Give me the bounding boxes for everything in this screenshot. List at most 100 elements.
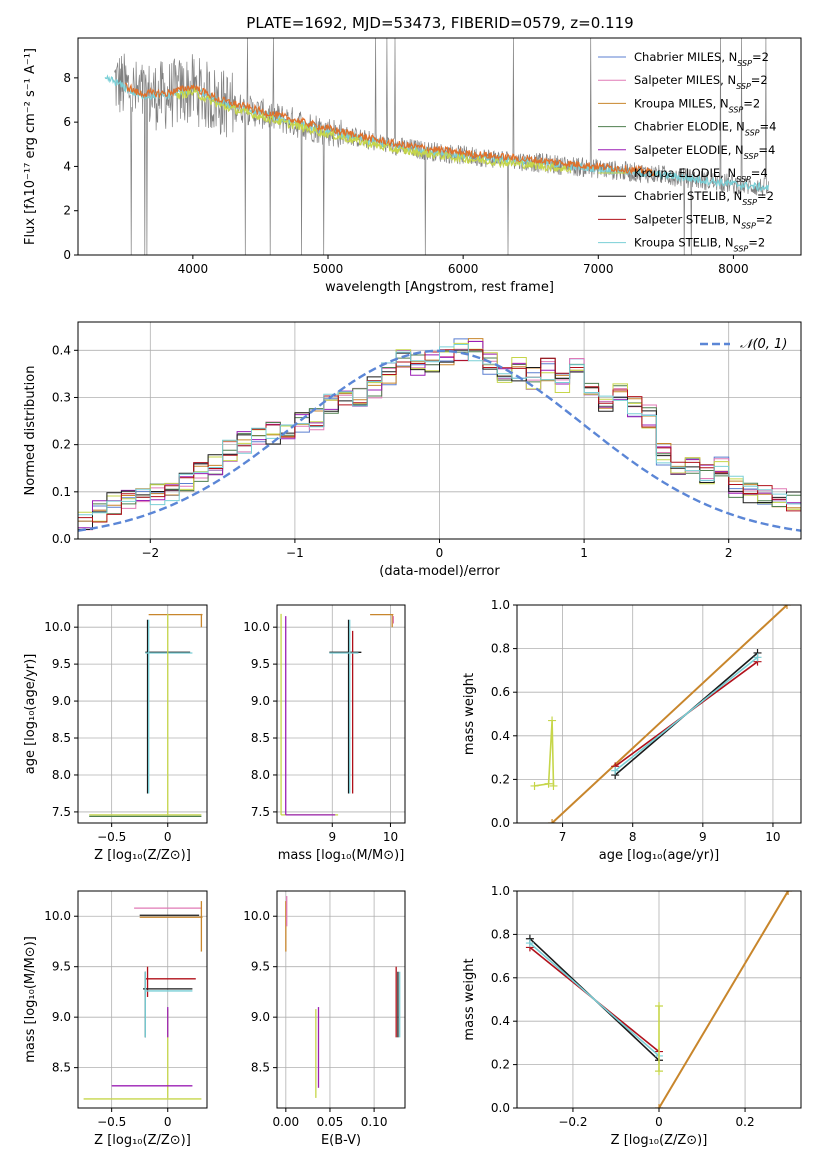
y-tick-label: 0.8 [491, 642, 510, 656]
axes-frame [276, 890, 406, 1109]
mass_vs_Z-plot-area [83, 901, 203, 1100]
x-tick-label: 0 [436, 546, 444, 560]
x-tick-label: 4000 [178, 262, 209, 276]
x-tick-label: 0.00 [272, 1115, 299, 1129]
mass-weight-marker [655, 1067, 663, 1076]
mass-weight-line [534, 720, 555, 787]
x-tick-label: 7000 [583, 262, 614, 276]
x-tick-label: 8000 [718, 262, 749, 276]
age_vs_mass-plot-area [280, 613, 395, 816]
mass-weight-line [614, 656, 758, 772]
axes-frame [77, 321, 802, 540]
legend-entry: Chabrier MILES, NSSP=2 [634, 50, 769, 68]
y-tick-label: 9.5 [52, 657, 71, 671]
weight_vs_Z-plot-area [525, 891, 793, 1108]
x-tick-label: 0.05 [317, 1115, 344, 1129]
spectrum-panel: 4000 5000 6000 7000 8000 0 2 4 6 8 wavelength [Ang… [23, 37, 802, 295]
weight_vs_age-plot-area [530, 605, 791, 823]
axes-frame [516, 890, 802, 1109]
mass-weight-marker [782, 605, 791, 609]
mass-weight-marker [784, 891, 793, 895]
age_vs_mass-panel: 9 10 7.5 8.0 8.5 9.0 9.5 10.0 mass [log₁₀(M/M⊙)] [243, 604, 406, 863]
x-axis-label: mass [log₁₀(M/M⊙)] [278, 848, 405, 863]
x-tick-label: 0.2 [736, 1115, 755, 1129]
x-tick-label: −0.5 [97, 1115, 126, 1129]
y-tick-label: 1.0 [491, 598, 510, 612]
x-tick-label: 0.10 [361, 1115, 388, 1129]
x-tick-label: −2 [141, 546, 159, 560]
y-tick-label: 10.0 [44, 620, 71, 634]
mass-weight-line [658, 891, 789, 1108]
x-axis-label: age [log₁₀(age/yr)] [599, 848, 720, 863]
y-tick-label: 10.0 [44, 909, 71, 923]
mass-weight-marker [548, 819, 557, 823]
y-tick-label: 4 [63, 159, 71, 173]
x-tick-label: 9 [699, 830, 707, 844]
legend-entry: Salpeter ELODIE, NSSP=4 [634, 143, 775, 161]
y-tick-label: 8 [63, 71, 71, 85]
x-tick-label: 5000 [313, 262, 344, 276]
y-tick-label: 7.5 [52, 805, 71, 819]
x-tick-label: 0 [164, 1115, 172, 1129]
y-tick-label: 9.5 [251, 960, 270, 974]
y-tick-label: 8.5 [52, 731, 71, 745]
y-axis-label: age [log₁₀(age/yr)] [23, 654, 38, 775]
y-axis-label: Flux [fλ10⁻¹⁷ erg cm⁻² s⁻¹ A⁻¹] [23, 48, 38, 245]
spectrum-title: PLATE=1692, MJD=53473, FIBERID=0579, z=0… [246, 14, 633, 32]
legend-entry: Kroupa STELIB, NSSP=2 [634, 236, 765, 254]
x-tick-label: 0 [655, 1115, 663, 1129]
legend-entry: Chabrier STELIB, NSSP=2 [634, 189, 774, 207]
y-tick-label: 2 [63, 204, 71, 218]
x-tick-label: −0.5 [97, 830, 126, 844]
mass-weight-line [551, 605, 788, 823]
mass-weight-marker [655, 1104, 663, 1108]
y-tick-label: 0.6 [491, 971, 510, 985]
y-tick-label: 9.0 [52, 1010, 71, 1024]
age_vs_Z-plot-area [89, 613, 203, 817]
mass-weight-marker [549, 781, 558, 790]
mass-weight-marker [548, 716, 557, 725]
spectrum-legend: Chabrier MILES, NSSP=2 Salpeter MILES, NS… [598, 50, 776, 253]
legend-entry: Kroupa ELODIE, NSSP=4 [634, 166, 768, 184]
y-axis-label: mass weight [462, 958, 477, 1040]
histogram-step-line [78, 344, 801, 519]
y-tick-label: 0.4 [491, 1014, 510, 1028]
y-tick-label: 0.0 [52, 532, 71, 546]
y-tick-label: 0.2 [52, 438, 71, 452]
x-axis-label: Z [log₁₀(Z/Z⊙)] [611, 1133, 708, 1148]
y-tick-label: 0.6 [491, 685, 510, 699]
y-axis-label: mass weight [462, 673, 477, 755]
legend-entry: 𝒩(0, 1) [740, 337, 787, 352]
y-tick-label: 0.0 [491, 1101, 510, 1115]
mass-weight-marker [544, 779, 553, 788]
y-tick-label: 0.4 [491, 729, 510, 743]
x-tick-label: 0 [164, 830, 172, 844]
x-tick-label: 8 [629, 830, 637, 844]
x-axis-label: wavelength [Angstrom, rest frame] [325, 280, 554, 295]
mass_vs_ebv-panel: 0.00 0.05 0.10 8.5 9.0 9.5 10.0 E(B-V) [243, 890, 406, 1148]
y-tick-label: 0.8 [491, 927, 510, 941]
y-tick-label: 0.0 [491, 816, 510, 830]
mass-weight-marker [530, 781, 539, 790]
x-axis-label: (data-model)/error [379, 564, 500, 579]
y-tick-label: 10.0 [243, 909, 270, 923]
mass-weight-marker [753, 653, 762, 662]
x-tick-label: 9 [328, 830, 336, 844]
axes-frame [77, 37, 802, 256]
y-tick-label: 8.5 [251, 731, 270, 745]
x-tick-label: 2 [725, 546, 733, 560]
y-tick-label: 0.3 [52, 390, 71, 404]
spectrum-model-line [176, 86, 572, 173]
x-tick-label: −0.2 [558, 1115, 587, 1129]
y-tick-label: 8.0 [251, 768, 270, 782]
y-tick-label: 6 [63, 115, 71, 129]
legend-entry: Salpeter STELIB, NSSP=2 [634, 212, 773, 230]
y-tick-label: 0.2 [491, 772, 510, 786]
age_vs_Z-panel: −0.5 0 7.5 8.0 8.5 9.0 9.5 10.0 Z [log₁₀(Z/Z⊙)] a… [23, 604, 208, 863]
y-tick-label: 9.5 [251, 657, 270, 671]
y-tick-label: 9.0 [251, 694, 270, 708]
mass-weight-marker [611, 766, 620, 775]
y-tick-label: 9.0 [251, 1010, 270, 1024]
